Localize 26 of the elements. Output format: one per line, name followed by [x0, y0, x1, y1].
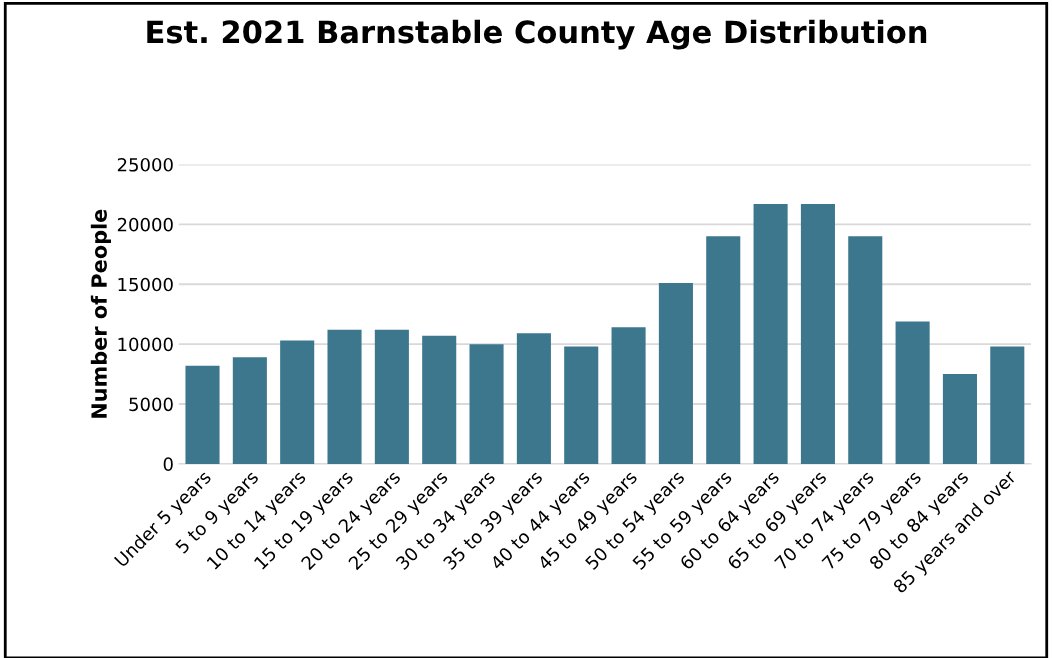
y-tick-label: 25000 [117, 157, 173, 172]
bar [280, 340, 315, 464]
bar [895, 321, 930, 464]
bar [422, 335, 457, 464]
bar [848, 236, 883, 464]
bar [327, 329, 362, 464]
y-axis-title: Number of People [90, 209, 111, 418]
y-tick-label: 20000 [117, 217, 173, 232]
bar [374, 329, 409, 464]
bar [942, 374, 977, 464]
bar [232, 357, 267, 464]
y-tick-label: 5000 [129, 397, 173, 412]
bar [658, 283, 693, 464]
bar [516, 333, 551, 464]
bar [564, 346, 599, 464]
bar [185, 365, 220, 464]
y-tick-label: 0 [163, 457, 173, 472]
bar [800, 204, 835, 464]
bar [753, 204, 788, 464]
bar [611, 327, 646, 464]
bar [990, 346, 1025, 464]
bar [706, 236, 741, 464]
bar [469, 344, 504, 464]
y-tick-label: 15000 [118, 277, 173, 292]
chart-title: Est. 2021 Barnstable County Age Distribution [147, 19, 927, 50]
y-tick-label: 10000 [118, 337, 173, 352]
